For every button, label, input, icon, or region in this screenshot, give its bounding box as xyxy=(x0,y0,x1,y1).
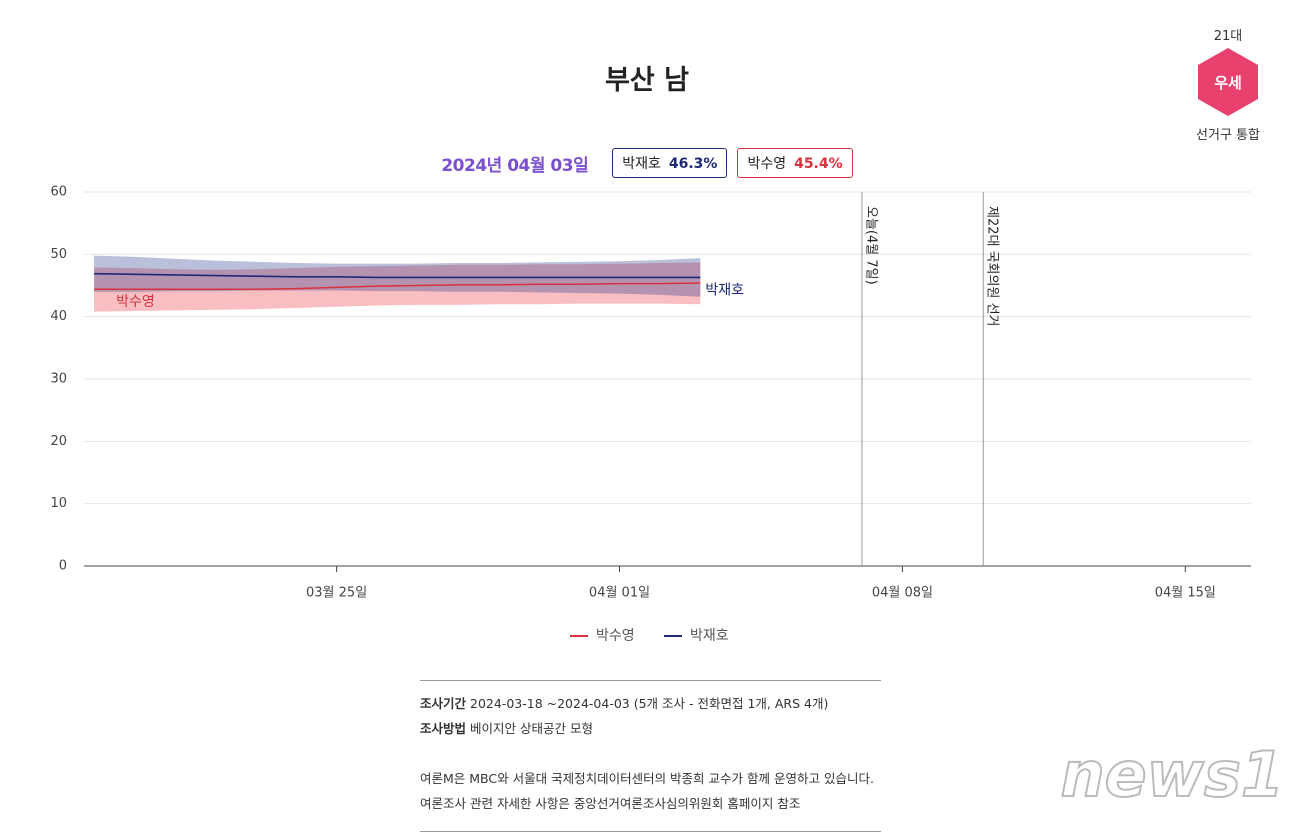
y-tick-label: 20 xyxy=(50,434,67,449)
period: 조사기간 2024-03-18 ~2024-04-03 (5개 조사 - 전화면… xyxy=(420,691,881,716)
series-label: 박수영 xyxy=(116,294,155,310)
reference-label: 오늘(4월 7일) xyxy=(864,206,879,285)
y-tick-label: 40 xyxy=(50,309,67,324)
summary-value: 46.3% xyxy=(668,156,718,172)
method: 조사방법 베이지안 상태공간 모형 xyxy=(420,716,881,741)
summary-name: 박수영 xyxy=(747,156,787,172)
chart: 0 10 20 30 40 50 60 03월 25일 04월 01일 04월 08일 04월 15… xyxy=(50,185,1251,644)
series-line xyxy=(94,282,701,291)
y-tick-label: 30 xyxy=(50,372,67,387)
title: 부산 남 xyxy=(605,65,689,96)
summary-name: 박재호 xyxy=(622,156,661,172)
series-line xyxy=(94,272,701,279)
badge-label: 21대 xyxy=(1213,29,1243,44)
legend-label: 박재호 xyxy=(690,628,729,644)
watermark: news1 xyxy=(1059,737,1285,812)
y-tick-label: 60 xyxy=(50,185,67,200)
x-tick-label: 04월 01일 xyxy=(589,586,650,601)
note: 여론조사 관련 자세한 사항은 중앙선거여론조사심의위원회 홈페이지 참조 xyxy=(420,796,801,811)
x-tick-label: 04월 15일 xyxy=(1155,586,1216,601)
confidence-band xyxy=(94,262,701,312)
y-tick-label: 10 xyxy=(50,496,67,511)
period-label: 조사기간 xyxy=(420,696,467,711)
badge-text: 우세 xyxy=(1214,73,1242,92)
y-tick-label: 0 xyxy=(59,559,67,574)
summary-value: 45.4% xyxy=(794,156,843,172)
method-text: 베이지안 상태공간 모형 xyxy=(470,721,593,736)
note: 여론M은 MBC와 서울대 국제정치데이터센터의 박종희 교수가 함께 운영하고… xyxy=(420,771,874,786)
series-label: 박재호 xyxy=(705,282,744,298)
reference-label: 제22대 국회의원 선거 xyxy=(985,206,1000,327)
legend-label: 박수영 xyxy=(596,628,635,644)
period-text: 2024-03-18 ~2024-04-03 (5개 조사 - 전화면접 1개,… xyxy=(470,696,829,711)
summary-box: 박재호 46.3% xyxy=(612,148,728,178)
summary-date: 2024년 04월 03일 xyxy=(441,155,589,176)
badge-caption: 선거구 통합 xyxy=(1196,128,1260,143)
y-tick-label: 50 xyxy=(50,247,67,262)
x-tick-label: 03월 25일 xyxy=(306,586,367,601)
footer: 조사기간 2024-03-18 ~2024-04-03 (5개 조사 - 전화면… xyxy=(420,680,881,832)
summary: 2024년 04월 03일 박재호 46.3% 박수영 45.4% xyxy=(0,148,1294,178)
confidence-band xyxy=(94,255,701,297)
x-tick-label: 04월 08일 xyxy=(872,586,933,601)
summary-box: 박수영 45.4% xyxy=(737,148,853,178)
method-label: 조사방법 xyxy=(420,721,467,736)
